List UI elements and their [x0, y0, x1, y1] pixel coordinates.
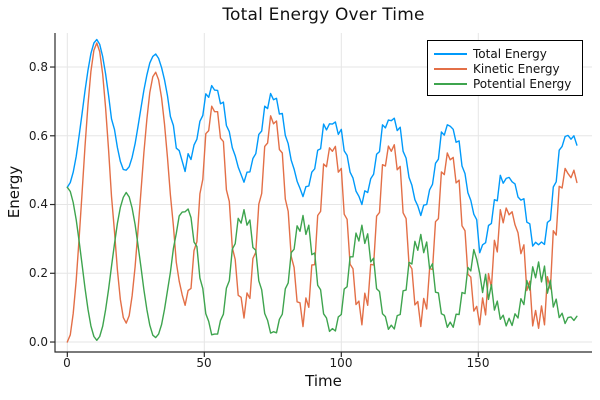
x-axis-label: Time	[305, 372, 342, 390]
legend-entry-potential: Potential Energy	[428, 76, 582, 91]
x-tick-label: 150	[466, 356, 490, 370]
legend-line-potential-icon	[434, 82, 467, 85]
legend-label-total: Total Energy	[473, 46, 547, 61]
y-tick-label: 0.0	[28, 335, 48, 349]
legend-entry-total: Total Energy	[428, 46, 582, 61]
legend-line-kinetic-icon	[434, 67, 467, 70]
y-tick-label: 0.8	[28, 60, 48, 74]
chart-title: Total Energy Over Time	[222, 5, 425, 25]
y-tick-label: 0.6	[28, 129, 48, 143]
x-tick-label: 100	[329, 356, 353, 370]
legend-line-total-icon	[434, 52, 467, 55]
legend-entry-kinetic: Kinetic Energy	[428, 61, 582, 76]
legend: Total Energy Kinetic Energy Potential En…	[427, 40, 583, 96]
y-tick-label: 0.2	[28, 266, 48, 280]
x-tick-label: 50	[196, 356, 212, 370]
x-tick-label: 0	[63, 356, 71, 370]
legend-label-kinetic: Kinetic Energy	[473, 61, 560, 76]
legend-label-potential: Potential Energy	[473, 76, 572, 91]
y-tick-label: 0.4	[28, 197, 48, 211]
